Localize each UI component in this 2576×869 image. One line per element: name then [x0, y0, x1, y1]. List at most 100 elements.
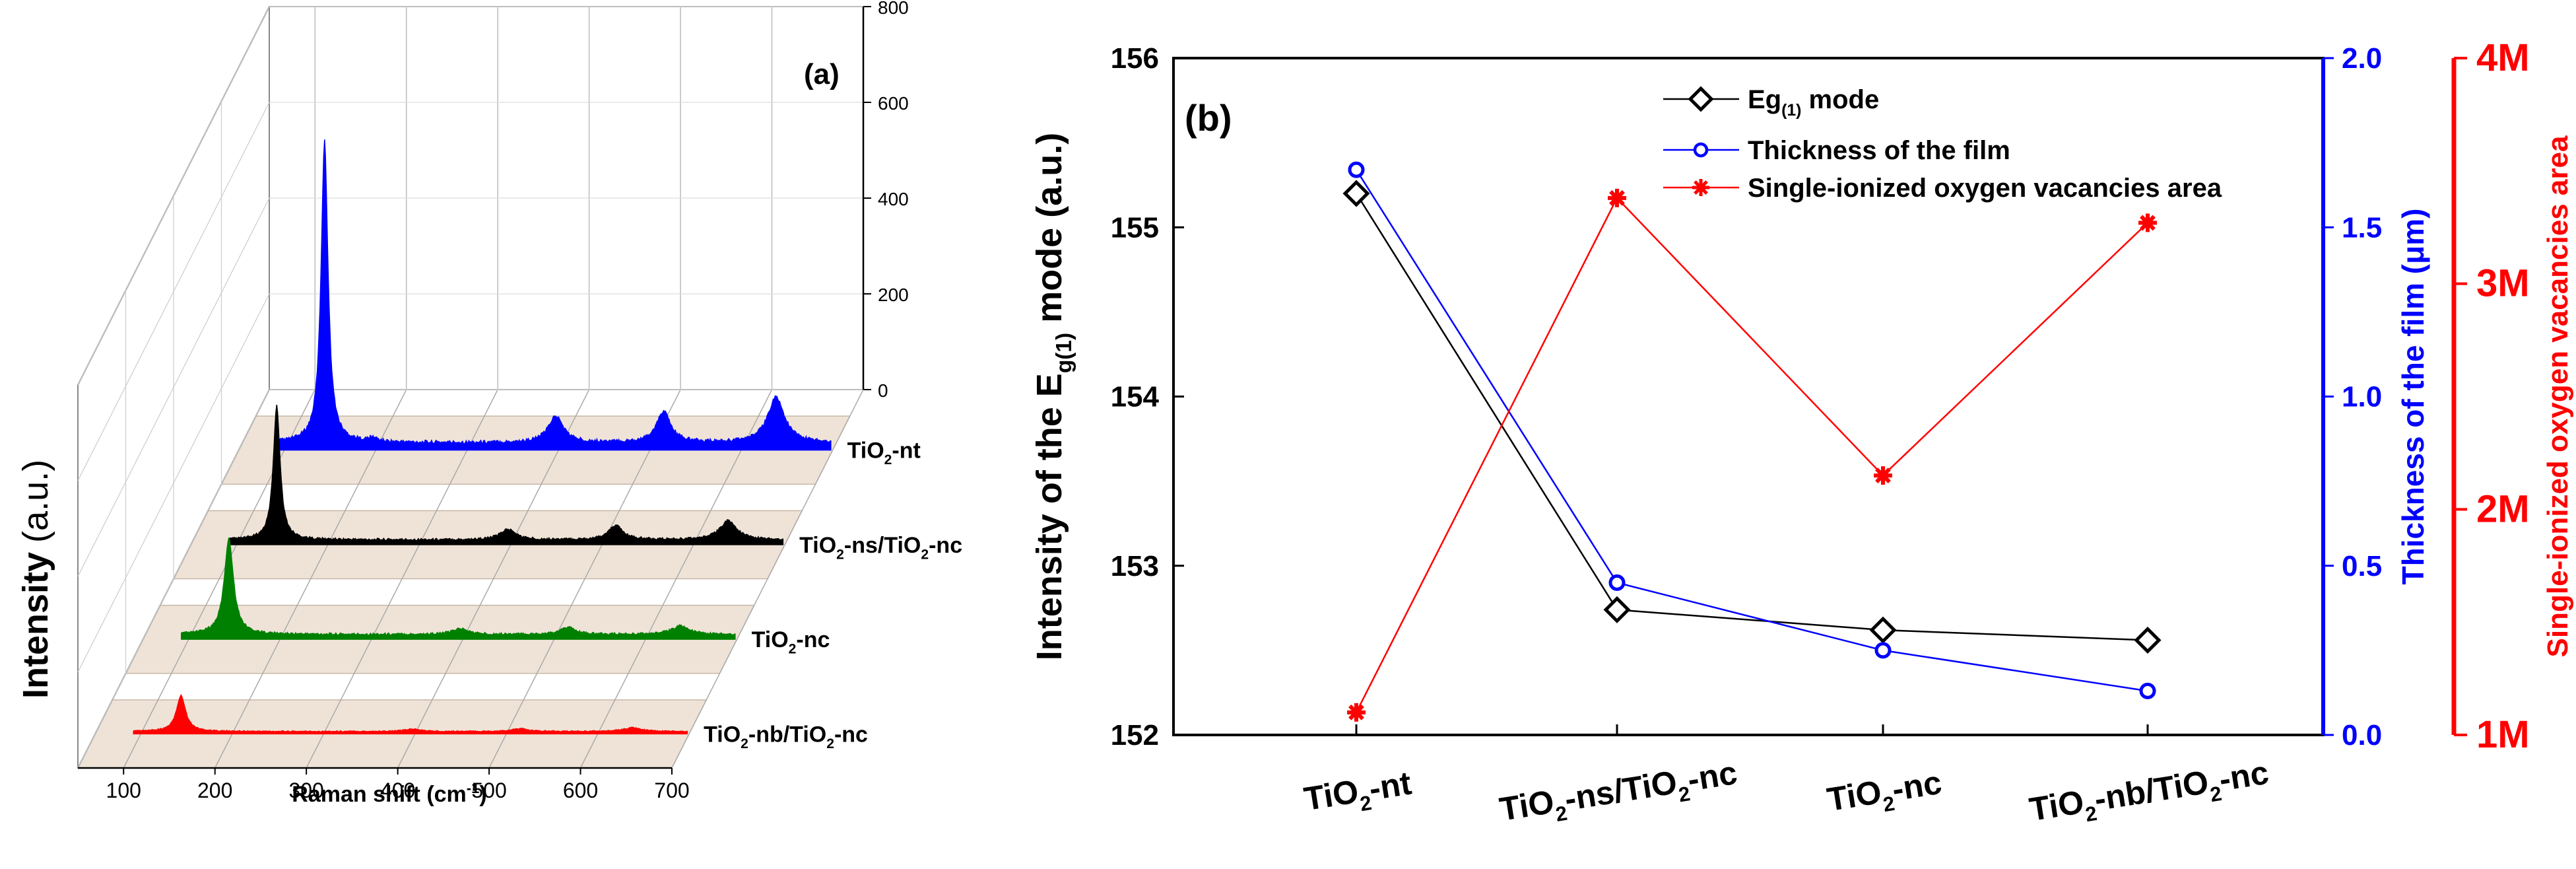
- x-tick-label: 500: [471, 779, 506, 802]
- floor-gridline: [306, 389, 498, 769]
- legend-label-0-part: Eg: [1748, 85, 1781, 114]
- marker-circle: [1348, 161, 1365, 178]
- left-tick-label: 152: [1111, 719, 1159, 751]
- panel-a-y-axis-title: Intensity (a.u.): [16, 460, 55, 699]
- legend-marker-diamond: [1688, 86, 1714, 112]
- marker-asterisk: [1347, 703, 1366, 722]
- series-label-1-part: -nc: [929, 533, 962, 558]
- category-label-0: TiO2-nt: [1302, 764, 1415, 824]
- series-label-2-part: -nc: [796, 627, 830, 652]
- legend-label-2: Single-ionized oxygen vacancies area: [1748, 174, 2222, 203]
- asterisk-stroke: [1875, 468, 1891, 484]
- category-label-text-part: -ns/TiO: [1562, 763, 1680, 817]
- category-label-text-part: 2: [1882, 792, 1897, 816]
- series-label-3-part: -nb/TiO: [748, 722, 826, 747]
- marker-asterisk: [1874, 466, 1892, 485]
- left-tick-label: 153: [1111, 550, 1159, 582]
- left-tick-label: 156: [1111, 42, 1159, 75]
- legend-label-0-part: mode: [1801, 85, 1879, 114]
- category-label-text: TiO2-nt: [1302, 764, 1415, 824]
- x-tick-label: 400: [380, 779, 415, 802]
- right2-tick-label: 2M: [2476, 487, 2530, 530]
- category-label-text-part: -nc: [2216, 754, 2271, 798]
- panel-b-legend: Eg(1) mode Thickness of the film Single-io…: [1663, 85, 2222, 203]
- marker-circle: [2139, 682, 2156, 699]
- panel-a-axes: 100 200 300 400 500 600 700 0 200 400 600 800: [78, 0, 909, 802]
- series-line-1: [1355, 169, 2148, 692]
- marker-diamond: [1869, 616, 1897, 644]
- right1-axis-title-text-part: ): [2396, 208, 2430, 218]
- left-tick-label: 155: [1111, 211, 1159, 244]
- right1-tick-label: 2.0: [2342, 42, 2382, 75]
- category-label-text-part: -nc: [1890, 764, 1944, 808]
- series-label-1-part: -ns/TiO: [844, 533, 921, 558]
- z-tick-label: 800: [878, 0, 909, 18]
- right1-axis-title-text-part: Thickness of the film (: [2396, 263, 2430, 584]
- right2-tick-label: 3M: [2476, 262, 2530, 305]
- spectrum-3: [133, 693, 688, 735]
- category-label-text-part: 2: [1677, 782, 1692, 806]
- series-line-0: [1355, 193, 2148, 641]
- legend-label-0-part: (1): [1781, 102, 1801, 120]
- legend-label-0: Eg(1) mode: [1748, 85, 1879, 120]
- right2-axis-title: Single-ionized oxygen vacancies area: [2542, 135, 2574, 657]
- spectrum-1: [228, 404, 784, 545]
- y-axis-title-main: Intensity: [16, 552, 55, 699]
- right1-tick-label: 1.0: [2342, 381, 2382, 413]
- x-tick-label: 700: [654, 779, 689, 802]
- category-label-text-part: 2: [2084, 802, 2099, 826]
- panel-a-raman-3d: TiO2-ntTiO2-ns/TiO2-ncTiO2-ncTiO2-nb/TiO…: [16, 0, 962, 807]
- spectrum-2: [181, 538, 736, 640]
- right1-tick-label: 0.5: [2342, 550, 2382, 582]
- asterisk-stroke: [1609, 190, 1625, 206]
- floor-gridline: [579, 389, 773, 769]
- category-label-text-part: 2: [1358, 791, 1373, 816]
- left-axis-title: Intensity of the Eg(1) mode (a.u.): [1030, 133, 1076, 660]
- series-label-3-part: -nc: [834, 722, 868, 747]
- category-label-text-part: TiO: [1302, 773, 1361, 817]
- series-label-2: TiO2-nc: [752, 627, 830, 657]
- marker-asterisk: [2138, 213, 2157, 232]
- category-label-text: TiO2-nb/TiO2-nc: [2027, 754, 2272, 835]
- x-tick-label: 600: [563, 779, 598, 802]
- category-label-text-part: TiO: [1824, 773, 1884, 818]
- panel-a-label: (a): [804, 58, 840, 90]
- series-label-2-part: TiO: [752, 627, 789, 652]
- left-axis-title-text: Intensity of the Eg(1) mode (a.u.): [1030, 133, 1076, 660]
- category-label-text-part: -nt: [1366, 764, 1414, 807]
- series-line-2: [1355, 196, 2148, 713]
- series-label-3-part: 2: [741, 736, 748, 751]
- right1-axis-title-text-part: μm: [2396, 219, 2430, 264]
- spectrum-0: [277, 139, 832, 451]
- series-label-2-part: 2: [789, 642, 797, 657]
- left-axis-title-text-part: Intensity of the E: [1030, 373, 1069, 660]
- x-tick-label: 100: [106, 779, 141, 802]
- right2-tick-label: 4M: [2476, 36, 2530, 79]
- legend-marker-circle: [1693, 142, 1709, 158]
- series-label-0: TiO2-nt: [847, 438, 921, 468]
- right2-axis-title-text: Single-ionized oxygen vacancies area: [2542, 135, 2574, 657]
- floor-gridline: [671, 389, 864, 769]
- series-label-0-part: 2: [884, 452, 892, 468]
- category-label-text-part: 2: [2208, 782, 2224, 806]
- panel-a-labels: (a) Intensity (a.u.) Raman shift (cm-1): [16, 58, 840, 807]
- category-label-2: TiO2-nc: [1824, 764, 1944, 819]
- y-axis-title-unit: (a.u.): [16, 460, 55, 543]
- series-label-0-part: TiO: [847, 438, 884, 464]
- floor-gridline: [397, 389, 590, 769]
- right2-tick-label: 1M: [2476, 713, 2530, 756]
- panel-b-label: (b): [1185, 97, 1232, 139]
- marker-diamond: [2134, 626, 2162, 654]
- category-label-1: TiO2-ns/TiO2-nc: [1497, 754, 1740, 828]
- x-axis-title-pre: Raman shift (cm: [292, 782, 467, 807]
- right1-axis-title: Thickness of the film (μm): [2396, 208, 2430, 584]
- series-label-3-part: 2: [826, 736, 834, 751]
- right1-axis-title-text: Thickness of the film (μm): [2396, 208, 2430, 584]
- panel-a-spectra: TiO2-ntTiO2-ns/TiO2-ncTiO2-ncTiO2-nb/TiO…: [133, 139, 962, 751]
- asterisk-stroke: [1348, 704, 1364, 720]
- floor-gridline: [215, 389, 407, 769]
- category-label-text-part: -nb/TiO: [2092, 763, 2211, 818]
- x-tick-label: 300: [288, 779, 323, 802]
- marker-diamond: [1603, 596, 1631, 623]
- series-label-3-part: TiO: [704, 722, 741, 747]
